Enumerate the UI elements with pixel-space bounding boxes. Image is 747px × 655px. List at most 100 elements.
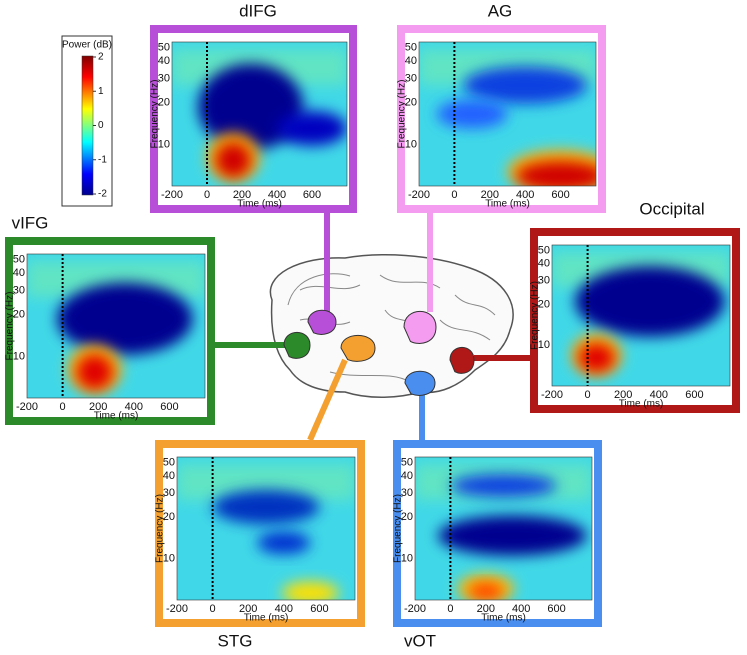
- y-tick-label: 40: [405, 55, 417, 67]
- x-tick-label: -200: [16, 401, 38, 413]
- y-tick-label: 10: [163, 553, 175, 565]
- plot-frame: [551, 244, 731, 387]
- y-axis-label: Frequency (Hz): [5, 292, 16, 361]
- brain-region: [403, 311, 437, 344]
- y-tick-label: 50: [163, 457, 175, 469]
- y-tick-label: 10: [401, 553, 413, 565]
- y-tick-label: 10: [13, 350, 25, 362]
- heatmap-blob: [463, 66, 588, 104]
- y-tick-label: 20: [401, 511, 413, 523]
- heatmap-blob: [450, 474, 557, 498]
- y-tick-label: 20: [158, 97, 170, 109]
- x-tick-label: -200: [408, 189, 430, 201]
- x-tick-label: 200: [233, 189, 251, 201]
- colorbar-scale: [81, 55, 94, 196]
- y-tick-label: 30: [13, 284, 25, 296]
- x-tick-label: 0: [451, 189, 457, 201]
- x-tick-label: 0: [210, 603, 216, 615]
- plot-frame: [171, 41, 348, 187]
- y-tick-label: 30: [538, 275, 550, 287]
- y-axis-label: Frequency (Hz): [530, 281, 541, 350]
- heatmap-blob: [282, 581, 339, 600]
- brain-region: [307, 309, 337, 335]
- x-axis-label: Time (ms): [619, 399, 664, 410]
- x-axis-label: Time (ms): [244, 613, 289, 624]
- y-axis-label: Frequency (Hz): [150, 80, 161, 149]
- heatmap-blob: [436, 99, 508, 129]
- x-tick-label: 200: [89, 401, 107, 413]
- y-tick-label: 30: [163, 487, 175, 499]
- panel-title: STG: [218, 631, 253, 650]
- plot-frame: [418, 41, 597, 187]
- x-axis-label: Time (ms): [94, 411, 139, 422]
- panel-title: AG: [488, 1, 513, 20]
- colorbar-tick-label: -2: [98, 189, 107, 200]
- plot-frame: [414, 456, 593, 601]
- x-tick-label: 400: [650, 389, 668, 401]
- y-tick-label: 40: [158, 55, 170, 67]
- panel-title: dIFG: [239, 1, 277, 20]
- x-tick-label: 400: [268, 189, 286, 201]
- panel-title: vOT: [404, 631, 436, 650]
- y-tick-label: 40: [163, 470, 175, 482]
- y-tick-label: 50: [13, 254, 25, 266]
- y-tick-label: 20: [538, 298, 550, 310]
- x-tick-label: 0: [585, 389, 591, 401]
- y-tick-label: 50: [158, 42, 170, 54]
- brain-region: [283, 331, 311, 359]
- y-tick-label: 10: [405, 138, 417, 150]
- x-tick-label: 200: [477, 603, 495, 615]
- x-tick-label: 0: [204, 189, 210, 201]
- heatmap-blob: [575, 266, 725, 337]
- heatmap-blob: [438, 515, 587, 556]
- x-axis-label: Time (ms): [485, 199, 530, 210]
- x-tick-label: 400: [125, 401, 143, 413]
- x-tick-label: 400: [512, 603, 530, 615]
- y-tick-label: 30: [158, 72, 170, 84]
- x-axis-label: Time (ms): [481, 613, 526, 624]
- x-tick-label: 200: [481, 189, 499, 201]
- brain-region: [404, 370, 436, 396]
- y-axis-label: Frequency (Hz): [155, 494, 166, 563]
- x-tick-label: 600: [310, 603, 328, 615]
- panel-title: vIFG: [12, 213, 49, 232]
- y-tick-label: 40: [13, 267, 25, 279]
- heatmap: [172, 42, 347, 186]
- connector: [307, 358, 348, 442]
- x-tick-label: 200: [239, 603, 257, 615]
- x-tick-label: 600: [551, 189, 569, 201]
- x-tick-label: 200: [614, 389, 632, 401]
- y-tick-label: 20: [163, 511, 175, 523]
- x-tick-label: -200: [404, 603, 426, 615]
- x-tick-label: 400: [275, 603, 293, 615]
- x-tick-label: 600: [160, 401, 178, 413]
- colorbar-tick-label: 1: [98, 86, 104, 97]
- heatmap: [419, 42, 596, 186]
- plot-frame: [176, 456, 356, 601]
- y-tick-label: 30: [401, 487, 413, 499]
- heatmap: [415, 457, 592, 600]
- y-tick-label: 10: [538, 339, 550, 351]
- y-tick-label: 40: [401, 470, 413, 482]
- brain-region: [340, 334, 376, 362]
- heatmap: [27, 254, 205, 398]
- y-tick-label: 30: [405, 72, 417, 84]
- y-tick-label: 50: [405, 42, 417, 54]
- plot-frame: [26, 253, 206, 399]
- heatmap-blob: [257, 531, 311, 555]
- y-tick-label: 50: [401, 457, 413, 469]
- heatmap-blob: [277, 111, 347, 146]
- x-axis-label: Time (ms): [237, 199, 282, 210]
- heatmap-blob: [212, 489, 320, 525]
- x-tick-label: 0: [60, 401, 66, 413]
- heatmap-blob: [578, 343, 615, 372]
- x-tick-label: 400: [516, 189, 534, 201]
- y-tick-label: 50: [538, 245, 550, 257]
- y-axis-label: Frequency (Hz): [397, 80, 408, 149]
